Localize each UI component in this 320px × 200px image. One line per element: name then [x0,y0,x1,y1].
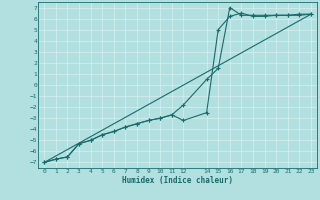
X-axis label: Humidex (Indice chaleur): Humidex (Indice chaleur) [122,176,233,185]
